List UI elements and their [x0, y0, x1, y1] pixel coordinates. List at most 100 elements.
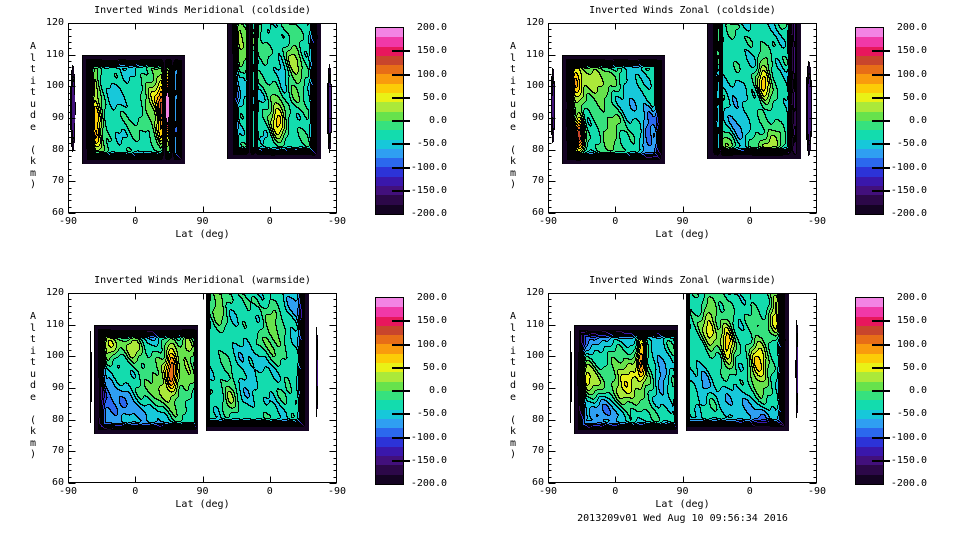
y-axis-label-char: t [509, 87, 517, 98]
y-tick-label: 110 [525, 318, 544, 330]
y-axis-label-char: t [29, 64, 37, 75]
colorbar-tick [392, 343, 410, 346]
colorbar-band [856, 400, 883, 410]
colorbar-tick [392, 73, 410, 76]
colorbar-band [856, 325, 883, 336]
colorbar-tick-label: 100.0 [896, 68, 927, 80]
colorbar-band [856, 195, 883, 205]
colorbar-tick [872, 343, 890, 346]
colorbar-band [856, 390, 883, 401]
colorbar-tick-label: 0.0 [428, 385, 447, 396]
x-tick-label: -90 [58, 486, 78, 497]
y-axis-label-char: ) [509, 179, 517, 190]
y-tick-label: 80 [51, 413, 64, 425]
y-tick-label: 80 [531, 143, 544, 155]
y-axis-label-char: u [29, 368, 37, 380]
y-axis-label-char: u [509, 98, 517, 110]
colorbar-tick-label: 150.0 [896, 45, 927, 57]
colorbar-band [376, 167, 403, 177]
colorbar-band [856, 158, 883, 168]
colorbar-band [376, 316, 403, 326]
colorbar-tick [872, 436, 890, 439]
x-tick-label: 90 [676, 486, 689, 497]
colorbar-band [376, 195, 403, 205]
x-axis-label: Lat (deg) [655, 499, 710, 510]
colorbar-band [376, 158, 403, 168]
colorbar-tick-label: -200.0 [410, 208, 447, 219]
colorbar-tick [872, 390, 890, 392]
x-axis-label: Lat (deg) [175, 499, 230, 510]
colorbar-band [376, 148, 403, 159]
colorbar-band [856, 102, 883, 112]
y-axis-label-char: e [29, 121, 37, 133]
colorbar-band [376, 344, 403, 354]
y-tick-label: 120 [525, 17, 544, 28]
colorbar-band [856, 130, 883, 140]
y-tick-label: 70 [531, 175, 544, 187]
colorbar [375, 27, 404, 215]
colorbar-tick [872, 166, 890, 169]
colorbar-band [856, 474, 883, 484]
colorbar [375, 297, 404, 485]
colorbar-band [376, 176, 403, 187]
contour-plot-canvas-meridional-coldside [68, 23, 337, 213]
y-tick-label: 110 [45, 48, 64, 60]
x-tick-label: 0 [132, 486, 139, 497]
plot-title: Inverted Winds Zonal (warmside) [589, 275, 776, 286]
colorbar-tick-label: -100.0 [890, 161, 927, 173]
y-axis-label-char: d [29, 380, 37, 391]
y-axis-label-char: d [509, 110, 517, 121]
plot-title: Inverted Winds Meridional (coldside) [94, 5, 311, 16]
y-axis-label-char: t [509, 64, 517, 75]
colorbar-tick-label: -150.0 [890, 454, 927, 466]
x-tick-label: 0 [746, 216, 753, 227]
colorbar-tick [392, 390, 410, 392]
y-tick-label: 60 [51, 477, 64, 488]
colorbar-band [856, 46, 883, 56]
colorbar-band [856, 74, 883, 84]
x-tick-label: 0 [746, 486, 753, 497]
colorbar-band [856, 37, 883, 47]
colorbar-tick-label: -200.0 [410, 478, 447, 489]
x-tick-label: 0 [266, 486, 273, 497]
colorbar-band [376, 381, 403, 391]
y-axis-label-char: ( [509, 414, 517, 426]
colorbar-band [376, 390, 403, 401]
colorbar-tick-label: 0.0 [908, 385, 927, 396]
colorbar-tick-label: -200.0 [890, 208, 927, 219]
x-tick-label: 90 [196, 486, 209, 497]
colorbar-band [376, 298, 403, 308]
colorbar-band [856, 176, 883, 187]
colorbar-tick [392, 50, 410, 53]
y-axis-label-char: ) [29, 449, 37, 460]
colorbar-tick [872, 50, 890, 53]
y-axis-label-char: d [509, 380, 517, 391]
y-axis-label-char: i [29, 345, 37, 357]
plot-title: Inverted Winds Meridional (warmside) [94, 275, 311, 286]
colorbar-tick-label: -200.0 [890, 478, 927, 489]
colorbar-tick-label: 0.0 [428, 115, 447, 126]
colorbar-tick [392, 436, 410, 439]
y-tick-label: 100 [45, 80, 64, 92]
colorbar-band [376, 456, 403, 466]
colorbar-band [856, 446, 883, 457]
colorbar-band [376, 55, 403, 66]
y-axis-label-char: ( [29, 414, 37, 426]
colorbar-band [376, 446, 403, 457]
y-axis-label-char: u [509, 368, 517, 380]
colorbar-tick-label: 50.0 [902, 361, 927, 373]
colorbar-band [856, 167, 883, 177]
x-axis-label: Lat (deg) [175, 229, 230, 240]
colorbar-tick-label: 50.0 [422, 361, 447, 373]
colorbar-band [856, 465, 883, 475]
y-axis-label-char: k [29, 156, 37, 167]
colorbar-band [856, 298, 883, 308]
colorbar-band [376, 465, 403, 475]
colorbar-band [856, 204, 883, 214]
y-tick-label: 90 [51, 382, 64, 393]
y-axis-label-char: t [29, 357, 37, 368]
